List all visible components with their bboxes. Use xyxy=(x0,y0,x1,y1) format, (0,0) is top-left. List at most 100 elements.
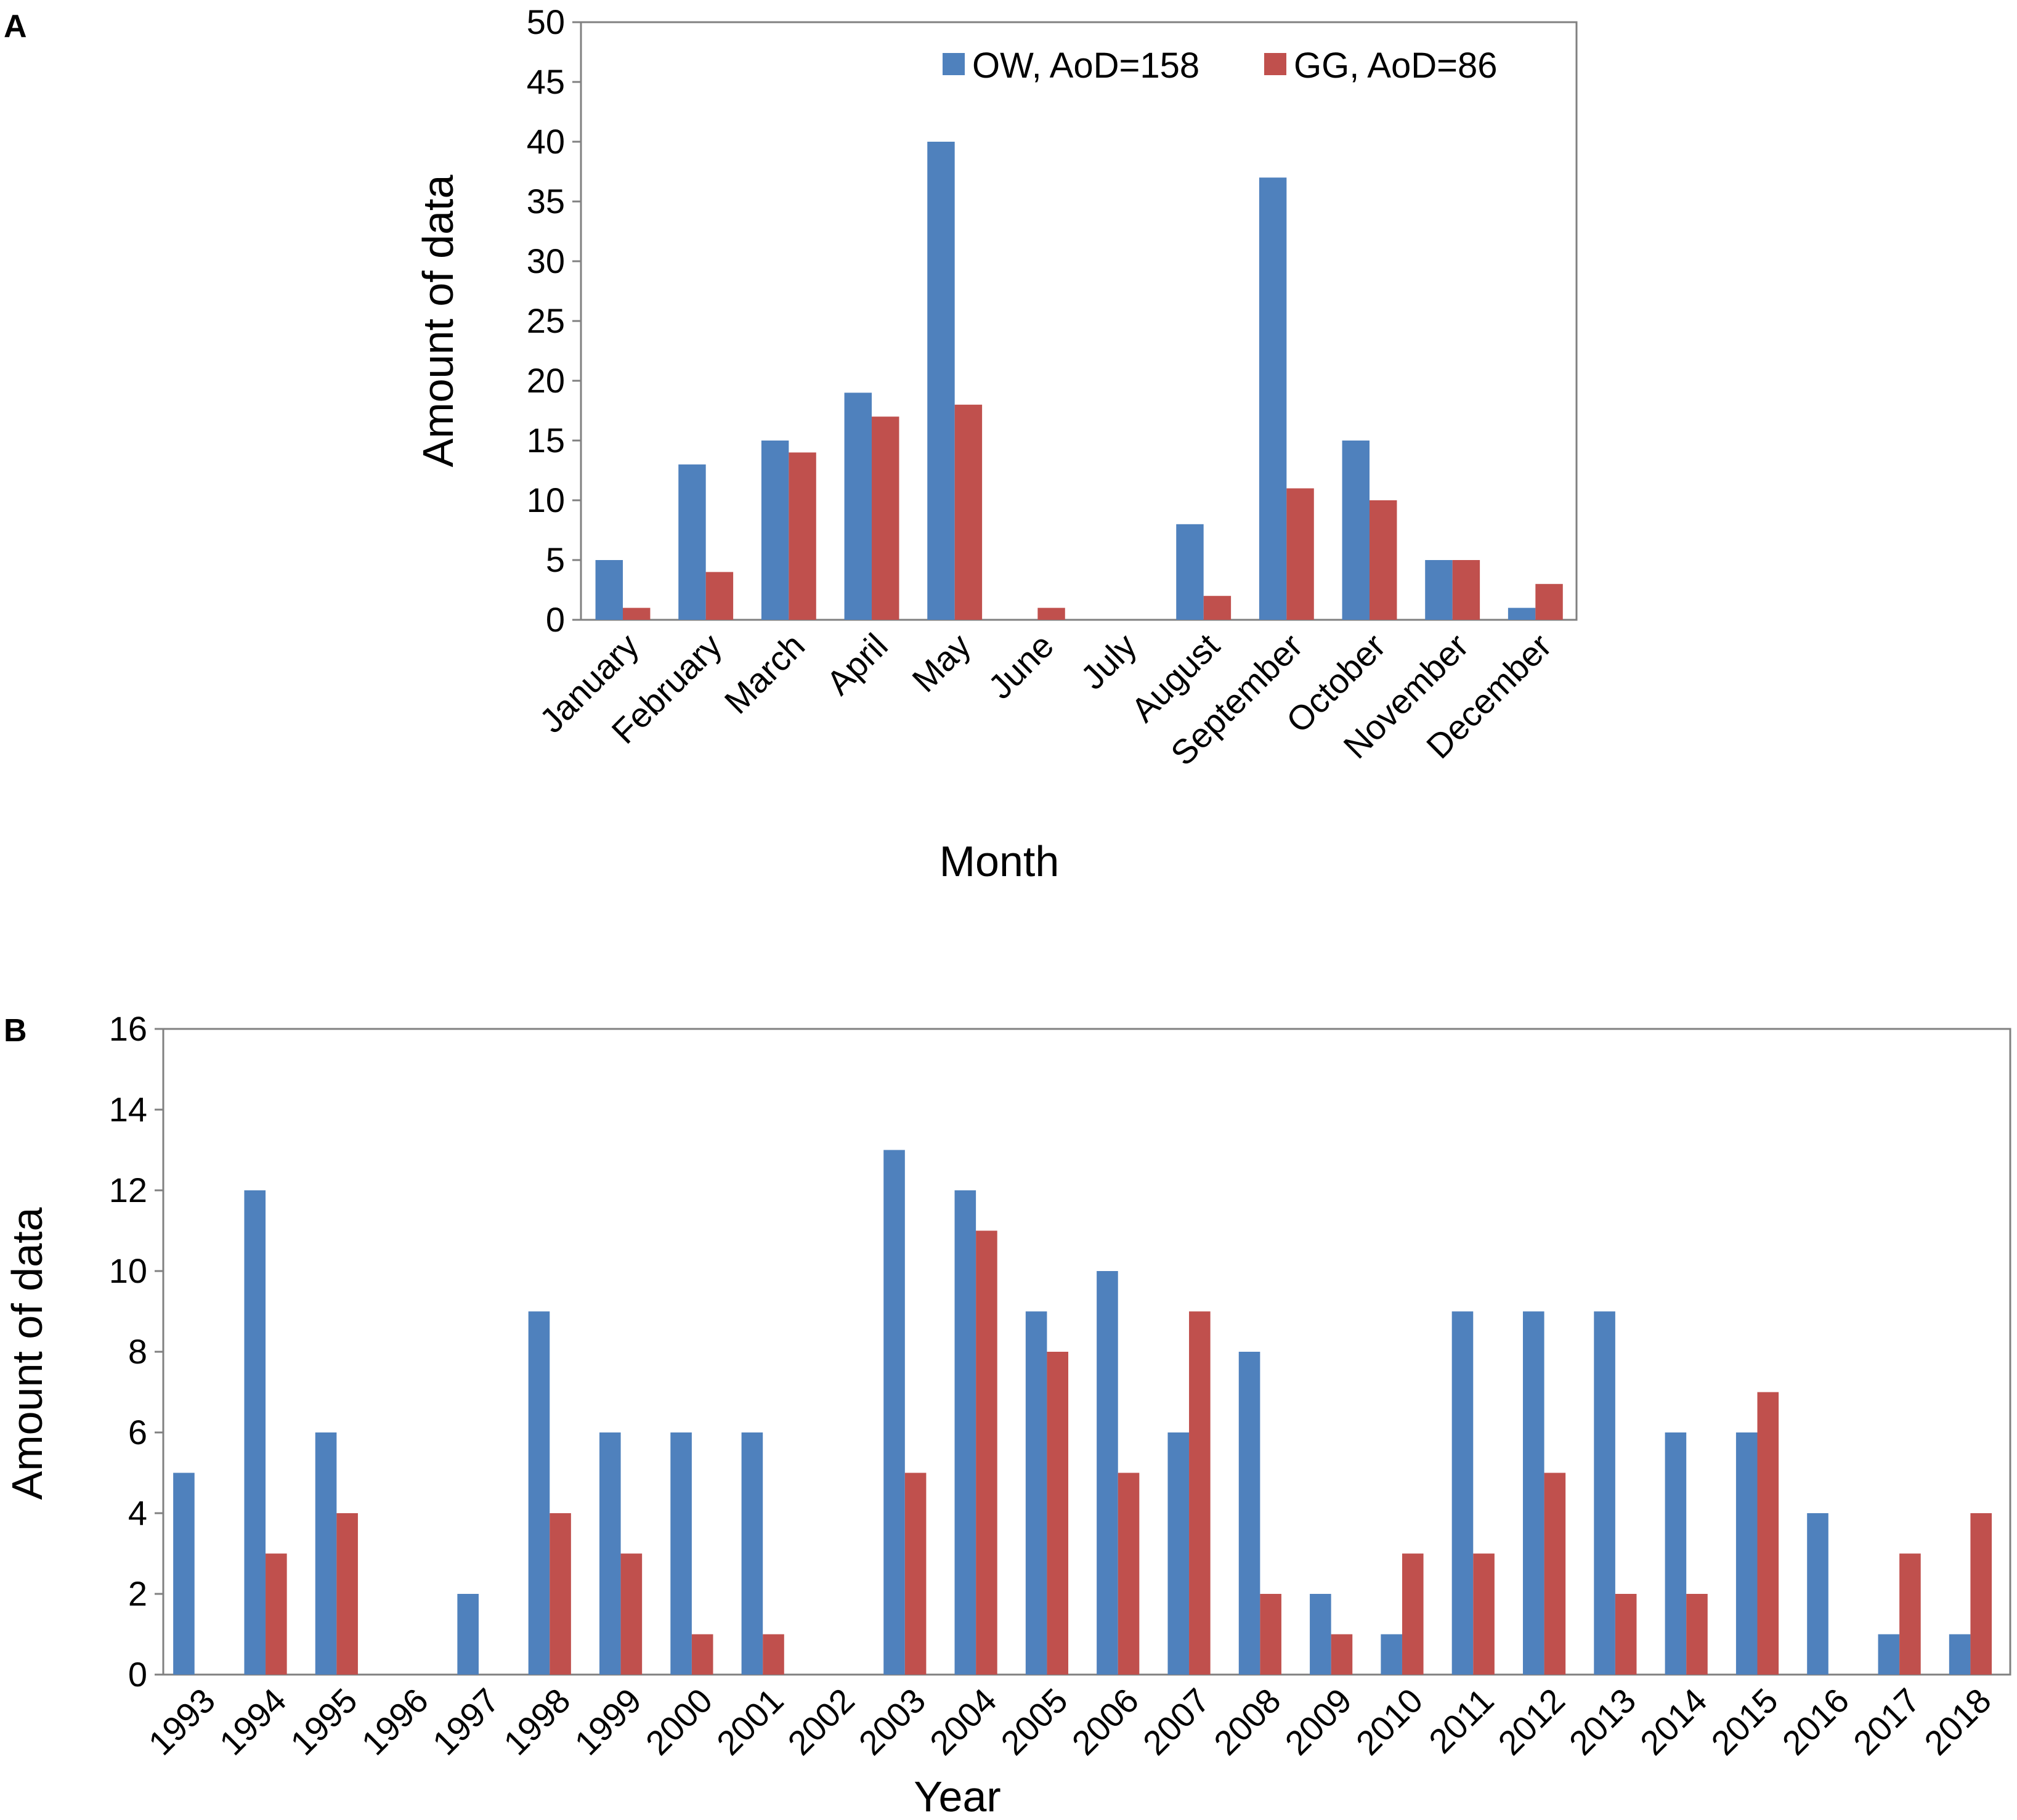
x-tick-label: 2015 xyxy=(1703,1681,1785,1763)
x-tick-label: 2007 xyxy=(1135,1681,1217,1763)
bar-ow-2011 xyxy=(1451,1311,1474,1675)
x-tick-label: March xyxy=(717,626,813,721)
bar-ow-may xyxy=(927,142,955,620)
y-tick-label: 25 xyxy=(527,301,565,340)
y-tick-label: 20 xyxy=(527,361,565,400)
bar-ow-april xyxy=(844,392,872,620)
bar-gg-1994 xyxy=(266,1553,287,1675)
x-tick-label: 2002 xyxy=(780,1681,862,1763)
y-tick-label: 12 xyxy=(109,1171,147,1209)
bar-gg-february xyxy=(705,572,734,620)
legend-ow-swatch xyxy=(943,53,965,75)
y-tick-label: 0 xyxy=(546,600,565,639)
bar-gg-april xyxy=(872,416,899,620)
y-tick-label: 10 xyxy=(109,1251,147,1290)
bar-gg-2001 xyxy=(763,1634,784,1675)
y-tick-label: 15 xyxy=(527,421,565,460)
bar-gg-2011 xyxy=(1473,1553,1495,1675)
bar-ow-january xyxy=(595,560,623,620)
bar-gg-october xyxy=(1370,500,1397,620)
panel-a-y-ticks: 0 5 10 15 20 25 30 35 40 45 50 xyxy=(527,2,581,639)
bar-gg-2018 xyxy=(1970,1513,1992,1675)
y-tick-label: 40 xyxy=(527,122,565,161)
y-tick-label: 0 xyxy=(128,1655,147,1694)
bar-ow-2004 xyxy=(954,1190,976,1675)
y-tick-label: 2 xyxy=(128,1574,147,1613)
panel-b-x-ticks: 1993199419951996199719981999200020012002… xyxy=(141,1681,1999,1763)
y-tick-label: 10 xyxy=(527,481,565,519)
bar-gg-2005 xyxy=(1047,1352,1069,1675)
y-tick-label: 5 xyxy=(546,540,565,579)
x-tick-label: 1999 xyxy=(567,1681,649,1763)
x-tick-label: April xyxy=(819,626,895,702)
bar-gg-september xyxy=(1286,488,1314,620)
bar-gg-2008 xyxy=(1260,1594,1281,1675)
bar-gg-1995 xyxy=(336,1513,358,1675)
bar-ow-2001 xyxy=(741,1432,763,1675)
bar-gg-may xyxy=(954,404,983,620)
x-tick-label: May xyxy=(904,626,978,699)
panel-b-y-axis-label: Amount of data xyxy=(3,1208,51,1500)
bar-gg-2015 xyxy=(1757,1392,1779,1675)
bar-gg-2009 xyxy=(1331,1634,1353,1675)
x-tick-label: 2005 xyxy=(993,1681,1075,1763)
x-tick-label: 2010 xyxy=(1349,1681,1431,1763)
x-tick-label: 1996 xyxy=(354,1681,436,1763)
bar-ow-2000 xyxy=(670,1432,692,1675)
bar-ow-november xyxy=(1425,560,1453,620)
x-tick-label: 2016 xyxy=(1775,1681,1857,1763)
panel-a: A 0 5 10 15 20 25 30 35 40 45 50 JanuaryFebruaryMa… xyxy=(4,2,1578,885)
x-tick-label: 2014 xyxy=(1633,1681,1715,1763)
bar-ow-september xyxy=(1259,177,1287,620)
bar-gg-2017 xyxy=(1899,1553,1921,1675)
bar-ow-2015 xyxy=(1735,1432,1758,1675)
x-tick-label: 2004 xyxy=(922,1681,1004,1763)
x-tick-label: 2000 xyxy=(638,1681,720,1763)
bar-gg-2014 xyxy=(1686,1594,1708,1675)
bar-gg-1999 xyxy=(620,1553,643,1675)
legend-ow-label: OW, AoD=158 xyxy=(972,46,1199,86)
bar-ow-1994 xyxy=(244,1190,266,1675)
bar-gg-june xyxy=(1037,607,1065,620)
x-tick-label: July xyxy=(1073,626,1144,697)
x-tick-label: 1993 xyxy=(141,1681,223,1763)
panel-b: B 0 2 4 6 8 10 12 14 16 199319941995199619971998… xyxy=(3,1009,2011,1820)
bar-gg-march xyxy=(789,452,816,620)
bar-ow-2010 xyxy=(1381,1634,1402,1675)
bar-ow-1995 xyxy=(315,1432,337,1675)
y-tick-label: 35 xyxy=(527,182,565,221)
y-tick-label: 50 xyxy=(527,2,565,41)
bar-ow-2003 xyxy=(883,1150,905,1675)
y-tick-label: 6 xyxy=(128,1413,147,1452)
y-tick-label: 8 xyxy=(128,1332,147,1371)
legend: OW, AoD=158 GG, AoD=86 xyxy=(943,46,1497,86)
panel-b-x-axis-label: Year xyxy=(914,1773,1000,1820)
bar-ow-2014 xyxy=(1665,1432,1687,1675)
x-tick-label: 1995 xyxy=(283,1681,365,1763)
y-tick-label: 4 xyxy=(128,1493,147,1532)
bar-ow-1999 xyxy=(599,1432,621,1675)
x-tick-label: 2013 xyxy=(1562,1681,1644,1763)
x-tick-label: 1994 xyxy=(212,1681,294,1763)
panel-a-plot-frame xyxy=(580,21,1578,621)
bar-ow-2017 xyxy=(1878,1634,1900,1675)
panel-a-bars xyxy=(595,142,1563,620)
bar-gg-2010 xyxy=(1402,1553,1424,1675)
x-tick-label: 2009 xyxy=(1277,1681,1359,1763)
bar-gg-january xyxy=(623,607,651,620)
bar-ow-1993 xyxy=(173,1473,195,1675)
x-tick-label: 2017 xyxy=(1846,1681,1928,1763)
bar-gg-2007 xyxy=(1189,1311,1211,1675)
x-tick-label: 1997 xyxy=(425,1681,507,1763)
bar-gg-1998 xyxy=(550,1513,571,1675)
x-tick-label: June xyxy=(981,626,1061,706)
bar-ow-2006 xyxy=(1097,1271,1118,1675)
panel-a-letter: A xyxy=(4,9,27,44)
bar-gg-november xyxy=(1452,560,1480,620)
bar-ow-august xyxy=(1176,524,1204,620)
x-tick-label: 2001 xyxy=(709,1681,791,1763)
bar-ow-october xyxy=(1342,441,1370,620)
panel-b-y-ticks: 0 2 4 6 8 10 12 14 16 xyxy=(109,1009,163,1694)
